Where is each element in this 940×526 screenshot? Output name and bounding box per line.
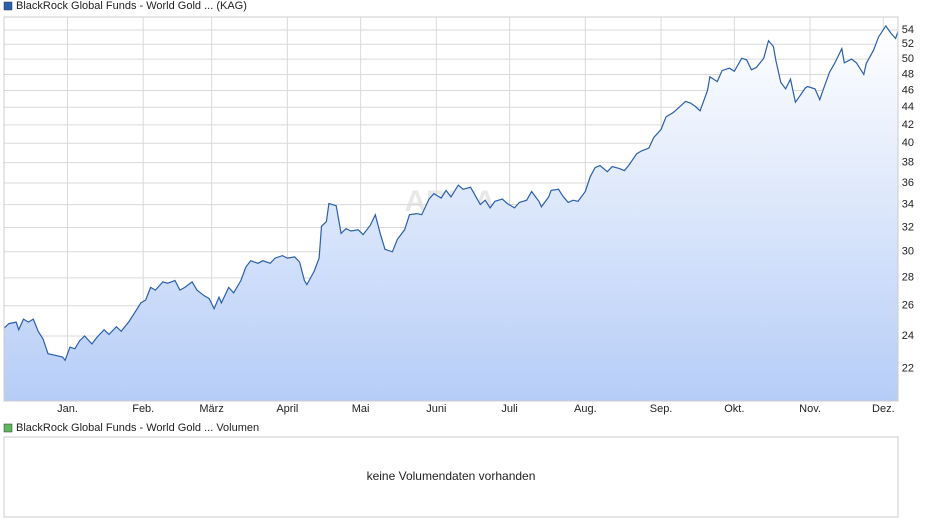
area (4, 25, 898, 402)
y-tick-label: 50 (902, 53, 914, 65)
y-tick-label: 44 (902, 101, 914, 113)
y-tick-label: 28 (902, 272, 914, 284)
y-tick-label: 48 (902, 68, 914, 80)
y-tick-label: 34 (902, 198, 914, 210)
y-tick-label: 24 (902, 330, 914, 342)
y-tick-label: 22 (902, 363, 914, 375)
y-tick-label: 40 (902, 137, 914, 149)
x-tick-label: Feb. (132, 403, 154, 415)
y-tick-label: 26 (902, 300, 914, 312)
legend-label: BlackRock Global Funds - World Gold ... … (16, 422, 259, 434)
no-data-message: keine Volumendaten vorhanden (367, 469, 536, 483)
plot-frame (3, 16, 899, 402)
legend-swatch (3, 1, 13, 11)
x-tick-label: März (199, 403, 223, 415)
x-tick-label: Dez. (872, 403, 895, 415)
y-tick-label: 46 (902, 84, 914, 96)
x-tick-label: Sep. (650, 403, 673, 415)
x-tick-label: April (276, 403, 298, 415)
x-tick-label: Juni (426, 403, 446, 415)
y-tick-label: 30 (902, 246, 914, 258)
y-tick-label: 38 (902, 157, 914, 169)
price-panel: 22 24 26 28 30 32 34 36 38 40 42 44 46 48 50 52 54 Jan. Fe… (3, 0, 914, 415)
x-tick-label: Jan. (57, 403, 78, 415)
x-tick-label: Nov. (799, 403, 821, 415)
x-tick-label: Okt. (724, 403, 744, 415)
x-tick-label: Aug. (574, 403, 597, 415)
y-tick-label: 32 (902, 221, 914, 233)
price-line (3, 24, 899, 362)
y-tick-label: 36 (902, 177, 914, 189)
y-tick-label: 42 (902, 119, 914, 131)
y-tick-label: 54 (902, 24, 914, 36)
legend-swatch (3, 423, 13, 433)
x-tick-label: Juli (501, 403, 518, 415)
volume-panel (3, 436, 899, 518)
legend-label: BlackRock Global Funds - World Gold ... … (16, 0, 247, 12)
y-tick-label: 52 (902, 38, 914, 50)
x-tick-label: Mai (352, 403, 370, 415)
